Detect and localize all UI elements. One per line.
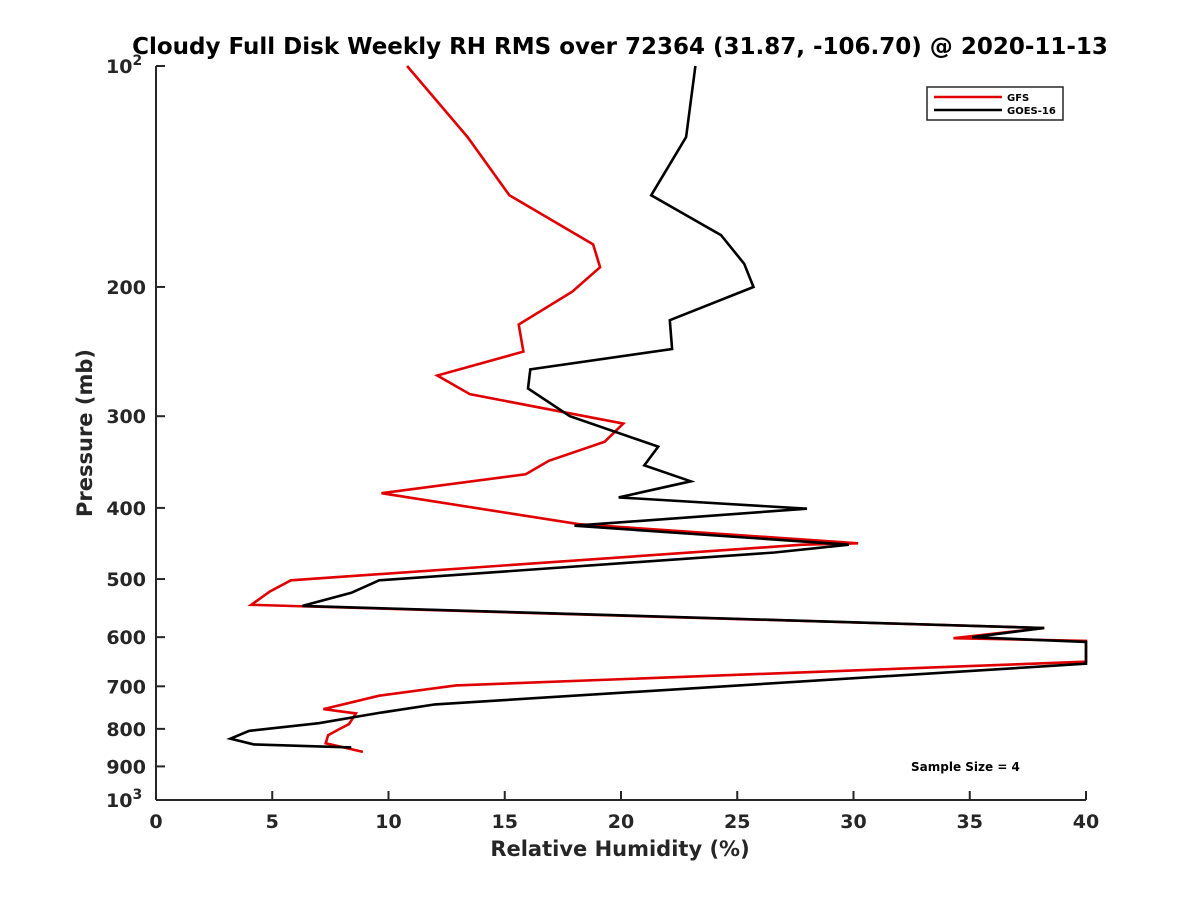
x-tick-label: 10 <box>375 811 401 833</box>
y-ticks: 102 200 300 400 500 600 700 800 900 103 <box>106 53 165 812</box>
x-tick-label: 40 <box>1073 811 1099 833</box>
y-tick-label: 103 <box>106 787 142 812</box>
y-tick-label: 102 <box>106 53 142 78</box>
legend-label-goes16: GOES-16 <box>1007 106 1056 117</box>
y-tick-label: 800 <box>106 719 146 741</box>
x-tick-label: 5 <box>266 811 279 833</box>
y-tick-label: 500 <box>106 569 146 591</box>
x-axis-label: Relative Humidity (%) <box>490 837 749 861</box>
y-tick-label: 200 <box>106 277 146 299</box>
x-tick-label: 30 <box>840 811 866 833</box>
series-line-goes16 <box>226 65 1088 749</box>
y-tick-label: 700 <box>106 676 146 698</box>
y-tick-label: 900 <box>106 756 146 778</box>
x-tick-label: 25 <box>724 811 750 833</box>
series-group <box>226 65 1088 754</box>
x-tick-label: 35 <box>957 811 983 833</box>
x-ticks: 0 5 10 15 20 25 30 35 40 <box>149 791 1099 833</box>
x-tick-label: 20 <box>608 811 634 833</box>
x-tick-label: 15 <box>492 811 518 833</box>
sample-size-annotation: Sample Size = 4 <box>911 760 1020 774</box>
chart-title: Cloudy Full Disk Weekly RH RMS over 7236… <box>132 34 1108 60</box>
legend: GFS GOES-16 <box>926 86 1064 121</box>
legend-label-gfs: GFS <box>1007 93 1029 104</box>
y-tick-label: 600 <box>106 627 146 649</box>
x-tick-label: 0 <box>149 811 162 833</box>
legend-box <box>926 86 1064 121</box>
y-axis-label: Pressure (mb) <box>73 349 97 517</box>
y-tick-label: 300 <box>106 406 146 428</box>
y-tick-label: 400 <box>106 498 146 520</box>
